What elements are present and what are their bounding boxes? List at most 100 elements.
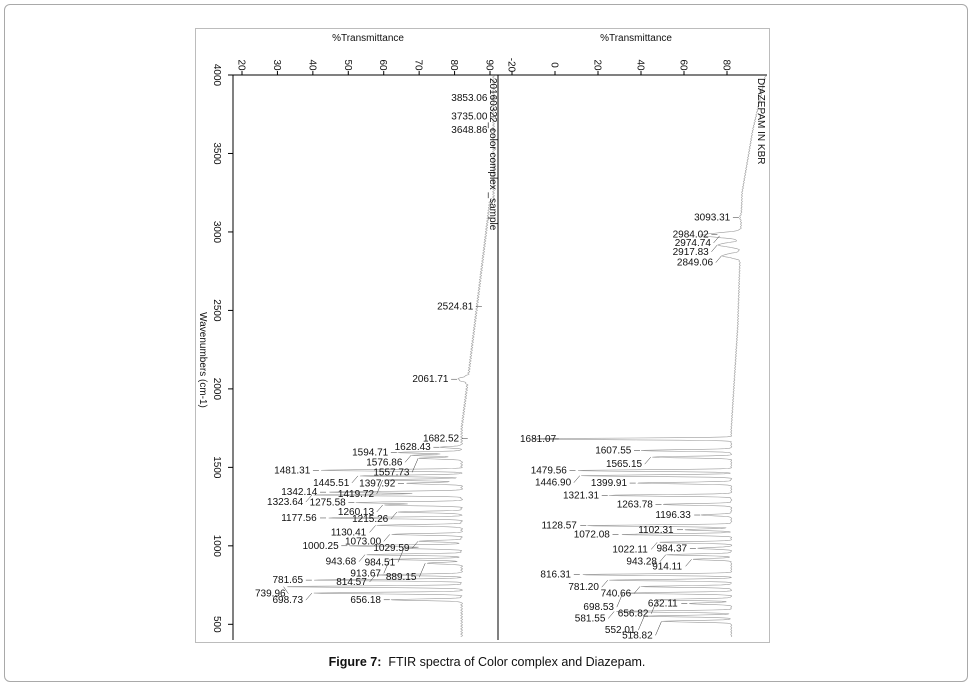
spectrum-panel-2: -20 0 20 40 60 80 %Transmittance DIAZEPAM IN KB… — [497, 33, 767, 641]
peak-label: 739.96 — [255, 589, 286, 600]
peak-leader-line — [650, 599, 658, 614]
peak-label: 1607.55 — [595, 445, 632, 456]
peak-leader-line — [369, 574, 376, 583]
peak-label: 1479.56 — [531, 466, 568, 477]
peak-label: 1072.08 — [574, 530, 611, 541]
peak-label: 1681.07 — [520, 434, 557, 445]
transmittance-tick-label: 80 — [448, 59, 459, 71]
wavenumber-tick-label: 4000 — [211, 64, 222, 87]
peak-label: 1419.72 — [338, 489, 375, 500]
peak-leader-line — [601, 580, 608, 588]
peak-label: 1682.52 — [423, 434, 460, 445]
peak-label: 3648.86 — [451, 125, 488, 136]
peak-label: 1029.59 — [373, 543, 410, 554]
transmittance-tick-label: 20 — [236, 59, 247, 71]
wavenumber-tick-label: 1000 — [211, 535, 222, 558]
peak-label: 518.82 — [622, 630, 653, 641]
peak-leader-line — [685, 559, 692, 567]
peak-leader-line — [644, 456, 651, 465]
peak-leader-line — [638, 616, 645, 631]
plot-paper — [195, 28, 770, 643]
transmittance-axis-title: %Transmittance — [332, 33, 404, 44]
peak-label: 1215.26 — [352, 514, 389, 525]
peak-label: 1130.41 — [331, 527, 367, 538]
peak-label: 2974.74 — [675, 238, 712, 249]
peak-label: 656.18 — [350, 595, 381, 606]
peak-leader-line — [383, 534, 390, 542]
peak-label: 1445.51 — [313, 478, 350, 489]
peak-leader-line — [283, 586, 289, 594]
peak-label: 984.37 — [657, 543, 688, 554]
transmittance-tick-label: 70 — [413, 59, 424, 71]
transmittance-tick-label: 0 — [549, 62, 560, 68]
peak-label: 943.28 — [626, 557, 657, 568]
peak-leader-line — [633, 586, 641, 594]
peak-label: 1196.33 — [655, 510, 691, 521]
transmittance-tick-label: 90 — [484, 59, 495, 71]
transmittance-tick-label: 60 — [377, 59, 388, 71]
peak-leader-line — [608, 611, 615, 619]
peak-label: 814.57 — [336, 577, 367, 588]
peak-leader-line — [616, 593, 624, 608]
peak-leader-line — [411, 458, 419, 473]
peak-leader-line — [351, 475, 359, 484]
wavenumber-tick-label: 2500 — [211, 299, 222, 322]
transmittance-tick-label: 50 — [342, 59, 353, 71]
figure-frame — [4, 4, 968, 682]
peak-label: 913.67 — [350, 568, 381, 579]
peak-leader-line — [376, 479, 383, 495]
peak-label: 632.11 — [648, 599, 678, 610]
peak-leader-line — [411, 541, 419, 549]
figure-caption-label: Figure 7: — [328, 655, 382, 669]
transmittance-tick-label: 80 — [721, 59, 732, 71]
peak-label: 1446.90 — [535, 478, 572, 489]
wavenumber-tick-label: 3500 — [211, 142, 222, 165]
peak-label: 1177.56 — [281, 513, 317, 524]
peak-label: 1399.91 — [591, 478, 628, 489]
peak-leader-line — [358, 554, 366, 562]
peak-label: 2917.83 — [673, 247, 710, 258]
peak-leader-line — [418, 563, 426, 578]
peak-label: 3093.31 — [694, 212, 731, 223]
peak-label: 1594.71 — [352, 447, 389, 458]
peak-leader-line — [715, 255, 722, 263]
peak-label: 1000.25 — [302, 541, 339, 552]
peak-leader-line — [711, 244, 718, 253]
wavenumber-tick-label: 500 — [211, 616, 222, 633]
wavenumber-tick-label: 2000 — [211, 378, 222, 401]
transmittance-tick-label: -20 — [506, 58, 517, 73]
peak-label: 1576.86 — [366, 457, 403, 468]
peak-label: 1557.73 — [373, 467, 410, 478]
transmittance-axis-title: %Transmittance — [600, 33, 672, 44]
peak-leader-line — [305, 592, 313, 601]
peak-leader-line — [369, 525, 376, 533]
peak-label: 2849.06 — [677, 258, 714, 269]
peak-leader-line — [573, 475, 580, 483]
peak-label: 552.01 — [605, 625, 636, 636]
peak-leader-line — [305, 494, 313, 503]
transmittance-tick-label: 40 — [635, 59, 646, 71]
peak-label: 656.82 — [618, 609, 649, 620]
peak-leader-line — [376, 504, 383, 513]
peak-label: 889.15 — [386, 572, 417, 583]
peak-label: 1342.14 — [281, 487, 318, 498]
wavenumber-tick-label: 1500 — [211, 456, 222, 479]
peak-leader-line — [404, 455, 412, 463]
ftir-spectra-chart: 20 30 40 50 60 70 80 90 %Transmittance 20160322_c… — [197, 33, 767, 641]
peak-label: 984.51 — [365, 557, 396, 568]
peak-leader-line — [655, 621, 662, 636]
peak-label: 1128.57 — [541, 521, 577, 532]
peak-label: 698.73 — [272, 595, 303, 606]
peak-label: 581.55 — [575, 614, 606, 625]
peak-label: 2061.71 — [412, 374, 449, 385]
spectrum-title: DIAZEPAM IN KBR — [755, 78, 766, 165]
wavenumber-axis-title: Wavenumbers (cm-1) — [197, 312, 208, 408]
peak-label: 781.65 — [272, 575, 303, 586]
peak-label: 698.53 — [583, 602, 614, 613]
peak-label: 1481.31 — [274, 465, 311, 476]
peak-label: 1321.31 — [563, 490, 600, 501]
figure-caption: Figure 7: FTIR spectra of Color complex … — [0, 655, 974, 669]
peak-leader-line — [659, 554, 666, 562]
transmittance-tick-label: 40 — [306, 59, 317, 71]
peak-label: 1397.92 — [359, 478, 396, 489]
